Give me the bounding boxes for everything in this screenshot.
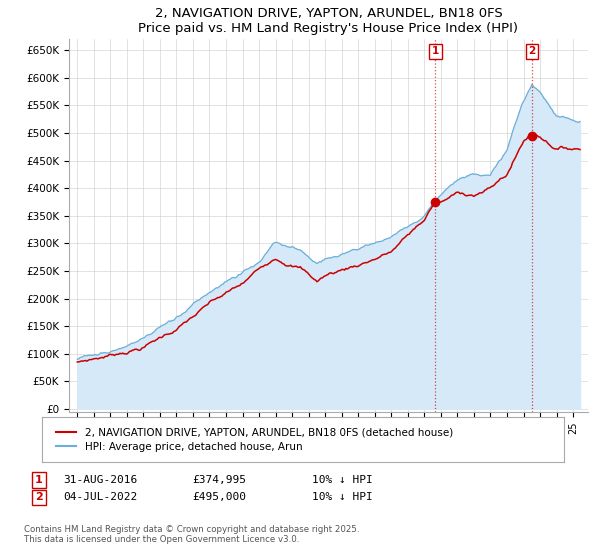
- Text: £374,995: £374,995: [192, 475, 246, 485]
- Text: 2: 2: [35, 492, 43, 502]
- Text: 04-JUL-2022: 04-JUL-2022: [63, 492, 137, 502]
- Text: 31-AUG-2016: 31-AUG-2016: [63, 475, 137, 485]
- Text: 2: 2: [528, 46, 535, 57]
- Text: 10% ↓ HPI: 10% ↓ HPI: [312, 475, 373, 485]
- Text: 1: 1: [35, 475, 43, 485]
- Text: 1: 1: [432, 46, 439, 57]
- Legend: 2, NAVIGATION DRIVE, YAPTON, ARUNDEL, BN18 0FS (detached house), HPI: Average pr: 2, NAVIGATION DRIVE, YAPTON, ARUNDEL, BN…: [52, 424, 456, 455]
- Text: Contains HM Land Registry data © Crown copyright and database right 2025.
This d: Contains HM Land Registry data © Crown c…: [24, 525, 359, 544]
- Title: 2, NAVIGATION DRIVE, YAPTON, ARUNDEL, BN18 0FS
Price paid vs. HM Land Registry's: 2, NAVIGATION DRIVE, YAPTON, ARUNDEL, BN…: [139, 7, 518, 35]
- Text: 10% ↓ HPI: 10% ↓ HPI: [312, 492, 373, 502]
- Text: £495,000: £495,000: [192, 492, 246, 502]
